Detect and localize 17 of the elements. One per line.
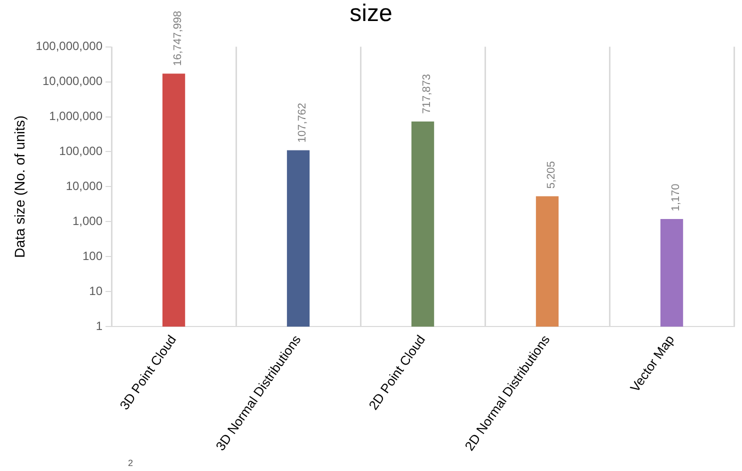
data-label: 1,170 (670, 184, 682, 212)
data-label: 5,205 (545, 161, 558, 189)
y-tick-label: 10,000,000 (42, 74, 103, 88)
text: 2 (128, 458, 134, 468)
chart-title: size (350, 0, 392, 28)
y-tick-label: 1,000,000 (49, 109, 103, 124)
data-label: 107,762 (296, 102, 308, 143)
y-tick-label: 100,000,000 (36, 39, 103, 54)
data-label: 717,873 (420, 74, 433, 114)
y-tick-label: 1,000 (72, 214, 103, 228)
y-tick-label: 10,000 (66, 179, 103, 194)
y-axis-title: Data size (No. of units) (11, 116, 28, 258)
y-tick-label: 100 (82, 248, 103, 263)
data-label: 16,747,998 (172, 10, 184, 66)
y-tick-label: 1 (96, 318, 103, 333)
y-tick-label: 10 (89, 284, 103, 298)
y-tick-label: 100,000 (59, 144, 103, 158)
